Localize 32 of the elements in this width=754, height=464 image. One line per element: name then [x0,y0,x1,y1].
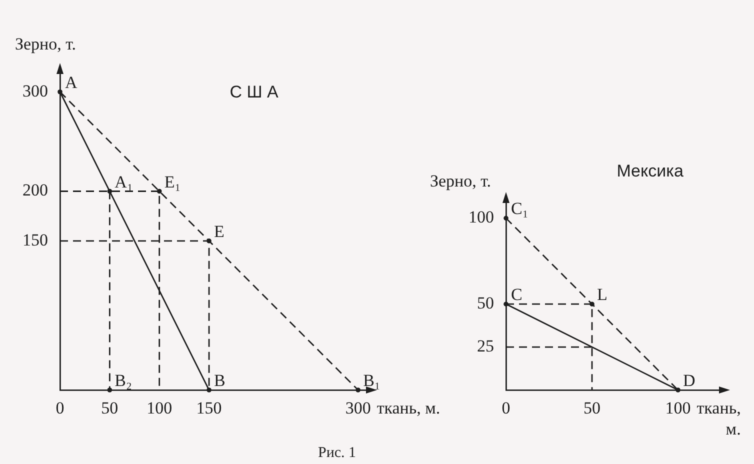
y-tick-label: 100 [468,208,494,227]
annotation: B₂ [114,371,132,390]
y-tick-label: 300 [22,81,48,100]
x-tick-label: 0 [502,398,510,418]
annotation: C [511,285,522,304]
text: С Ш А [230,82,280,102]
annotation: L [597,285,608,304]
annotation: B₁ [363,371,380,390]
chart-title: Мексика [616,162,684,181]
x-axis-title: ткань, м. [376,398,440,418]
y-tick-label: 200 [22,180,48,200]
annotation: D [683,371,696,390]
y-tick-label: 25 [477,336,494,356]
annotation: E₁ [164,172,181,192]
x-tick-label: 300 [345,398,371,418]
y-tick-label: 150 [22,230,48,250]
annotation: E [214,222,224,241]
annotation: B [214,371,226,390]
text: Рис. 1 [318,444,356,462]
x-axis-title: ткань, м. [696,398,741,439]
x-tick-label: 100 [665,398,691,418]
x-tick-label: 50 [101,398,118,418]
x-tick-label: 50 [584,398,600,418]
x-tick-label: 100 [146,398,172,418]
x-tick-label: 0 [56,398,64,418]
x-tick-label: 150 [196,398,222,418]
annotation: A [65,72,78,92]
y-axis-title: Зерно, т. [430,171,492,190]
annotation: C₁ [511,199,528,218]
y-tick-label: 50 [477,294,494,313]
annotation: A₁ [114,172,133,192]
y-axis-title: Зерно, т. [15,34,76,54]
